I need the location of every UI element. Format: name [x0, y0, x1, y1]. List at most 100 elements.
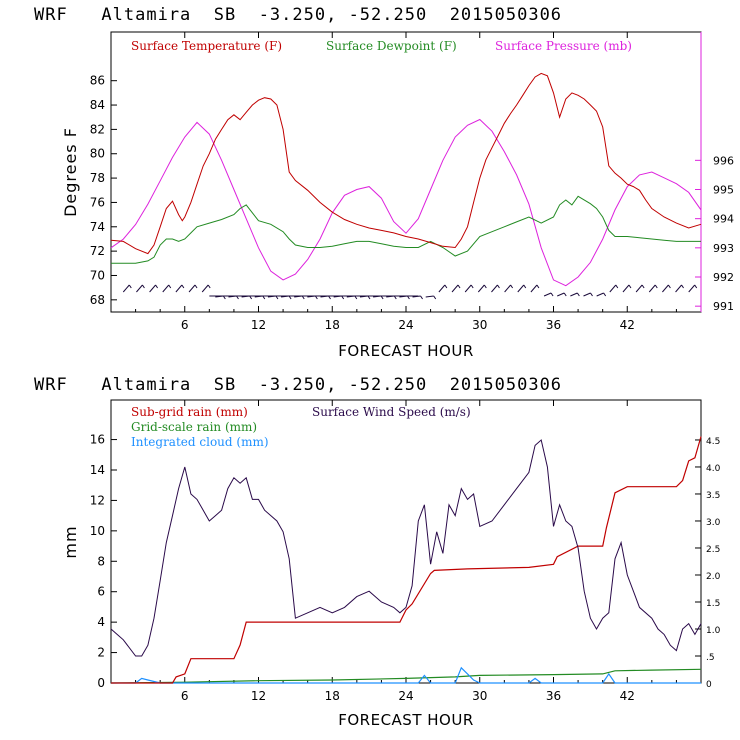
wind-speed-line [110, 439, 702, 657]
y-tick-label: 72 [90, 244, 105, 258]
wind-barb [175, 284, 183, 293]
wind-barb-flag [470, 284, 474, 289]
legend-dewpoint: Surface Dewpoint (F) [326, 39, 457, 53]
x-tick-label: 30 [472, 689, 487, 703]
x-tick-label: 24 [398, 689, 413, 703]
x-tick-label: 18 [325, 318, 340, 332]
wind-barb-flag [497, 284, 500, 289]
wind-barb [609, 284, 617, 293]
legend-subgrid-rain: Sub-grid rain (mm) [131, 405, 248, 419]
y-tick-label: 80 [90, 147, 105, 161]
wind-barb-flag [483, 284, 487, 289]
x-tick-label: 42 [620, 689, 635, 703]
wind-barb [438, 284, 446, 293]
legend-integrated-cloud: Integrated cloud (mm) [131, 435, 269, 449]
y-tick-label: 2 [97, 646, 105, 660]
wind-barb-flag [194, 284, 198, 289]
wind-barb-flag [457, 284, 461, 289]
y2-tick-label: 996 [713, 154, 734, 167]
y2-tick-label: 991 [713, 300, 734, 313]
integrated-cloud-line [111, 666, 701, 684]
temperature-chart: 6 12 18 24 30 36 42 68 70 72 74 76 78 80 82 84 86 991 992 9… [61, 31, 734, 360]
wind-barb [530, 284, 538, 293]
pressure-line [110, 118, 702, 287]
subgrid-rain-line [111, 436, 702, 684]
y-tick-label: 4 [97, 615, 105, 629]
chart-2-xlabel: FORECAST HOUR [338, 711, 474, 729]
y-tick-label: 8 [97, 554, 105, 568]
wind-barb-flag [550, 292, 554, 297]
x-tick-label: 12 [251, 318, 266, 332]
wind-barb [491, 284, 498, 293]
wind-barb [425, 295, 434, 298]
y-tick-label: 68 [90, 293, 105, 307]
chart-1-title: WRF Altamira SB -3.250, -52.250 20150503… [34, 5, 562, 25]
y-tick-label: 78 [90, 171, 105, 185]
y2-tick-label: 4.5 [706, 437, 720, 447]
x-tick-label: 36 [546, 689, 561, 703]
x-tick-label: 30 [472, 318, 487, 332]
chart-2-ticks: 6 12 18 24 30 36 4202468101214160.51.01.52.02.… [90, 400, 721, 703]
chart-1-ticks: 6 12 18 24 30 36 42 68 70 72 74 76 78 80 82 84 86 991 992 9… [90, 32, 734, 332]
wind-barb-flag [628, 284, 632, 289]
wind-barb [635, 284, 643, 293]
wind-barb [648, 284, 656, 293]
y-tick-label: 6 [97, 585, 105, 599]
wind-barb [675, 284, 682, 293]
chart-1-ylabel: Degrees F [61, 127, 80, 217]
wind-barb-flag [523, 284, 527, 289]
wind-barb-flag [510, 284, 514, 289]
y2-tick-label: 3.0 [706, 518, 721, 528]
y2-tick-label: 2.5 [706, 545, 720, 555]
wind-barb [149, 284, 156, 293]
y2-tick-label: 3.5 [706, 491, 720, 501]
wind-barb-flag [667, 284, 671, 289]
wind-barb-flag [603, 292, 607, 297]
wind-barb-flag [536, 284, 540, 289]
wind-barb [622, 284, 630, 293]
chart-1-xlabel: FORECAST HOUR [338, 342, 474, 360]
y2-tick-label: 993 [713, 242, 734, 255]
y-tick-label: 82 [90, 122, 105, 136]
wind-barb-flag [181, 284, 185, 289]
x-tick-label: 24 [398, 318, 413, 332]
x-tick-label: 18 [325, 689, 340, 703]
x-tick-label: 6 [181, 318, 189, 332]
y2-tick-label: .5 [706, 653, 715, 663]
y-tick-label: 86 [90, 74, 105, 88]
legend-pressure: Surface Pressure (mb) [495, 39, 632, 53]
x-tick-label: 36 [546, 318, 561, 332]
wind-barb [688, 284, 696, 293]
wind-barb-flag [433, 295, 437, 300]
y2-tick-label: 994 [713, 213, 734, 226]
legend-wind-speed: Surface Wind Speed (m/s) [312, 405, 471, 419]
y-tick-label: 84 [90, 98, 105, 112]
y2-tick-label: 1.5 [706, 599, 720, 609]
wind-barb-flag [615, 284, 619, 289]
wind-barb-flag [590, 292, 593, 297]
y2-tick-label: 0 [706, 680, 712, 690]
y-tick-label: 12 [90, 493, 105, 507]
wind-barb [162, 284, 170, 293]
wind-barb [596, 292, 604, 297]
wind-barb [504, 284, 511, 293]
y-tick-label: 70 [90, 268, 105, 282]
wind-barb [188, 284, 196, 293]
wind-barb-flag [641, 284, 645, 289]
x-tick-label: 12 [251, 689, 266, 703]
legend-gridscale-rain: Grid-scale rain (mm) [131, 420, 257, 434]
wind-barb-flag [681, 284, 684, 289]
wind-barbs [122, 284, 698, 300]
wind-barb-flag [128, 284, 132, 289]
y2-tick-label: 4.0 [706, 464, 721, 474]
wind-barb [201, 284, 209, 293]
wind-barb [543, 292, 552, 297]
y-tick-label: 0 [97, 676, 105, 690]
wind-barb [570, 292, 578, 297]
y2-tick-label: 2.0 [706, 572, 721, 582]
wind-barb-flag [168, 284, 172, 289]
dewpoint-line [111, 195, 701, 264]
y-tick-label: 10 [90, 524, 105, 538]
